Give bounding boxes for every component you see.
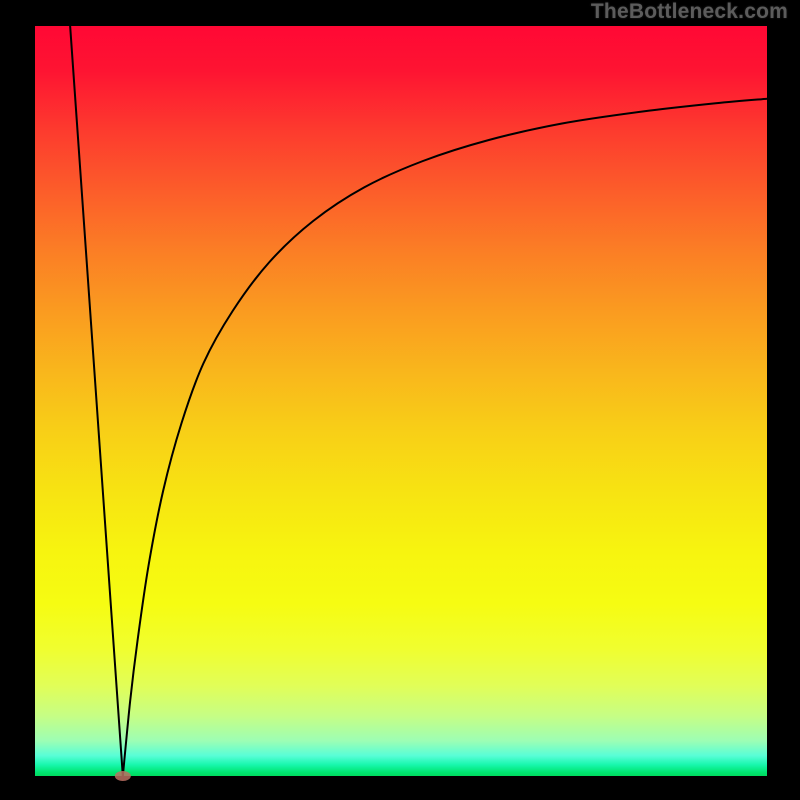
plot-background-gradient [35,26,767,776]
optimal-point-marker [115,771,131,781]
bottleneck-chart-svg [0,0,800,800]
chart-container: TheBottleneck.com [0,0,800,800]
